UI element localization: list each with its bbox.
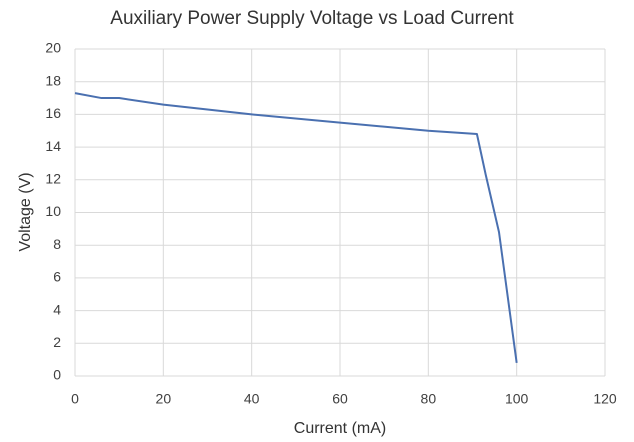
x-tick-label: 120: [593, 391, 617, 407]
x-tick-label: 0: [71, 391, 79, 407]
chart-title: Auxiliary Power Supply Voltage vs Load C…: [110, 8, 514, 29]
y-tick-label: 20: [45, 40, 61, 56]
y-tick-label: 18: [45, 72, 61, 88]
y-tick-label: 16: [45, 105, 61, 121]
y-tick-label: 14: [45, 138, 61, 154]
y-tick-label: 2: [53, 334, 61, 350]
y-tick-label: 6: [53, 269, 61, 285]
x-tick-label: 60: [332, 391, 348, 407]
x-tick-label: 100: [505, 391, 529, 407]
y-tick-label: 8: [53, 236, 61, 252]
x-tick-label: 20: [156, 391, 172, 407]
y-tick-label: 12: [45, 171, 61, 187]
y-tick-label: 0: [53, 367, 61, 383]
y-tick-label: 4: [53, 301, 61, 317]
y-tick-label: 10: [45, 203, 61, 219]
data-line: [74, 92, 518, 364]
x-tick-label: 80: [421, 391, 437, 407]
y-axis-title: Voltage (V): [17, 172, 34, 251]
x-tick-label: 40: [244, 391, 260, 407]
x-axis-title: Current (mA): [294, 420, 386, 437]
